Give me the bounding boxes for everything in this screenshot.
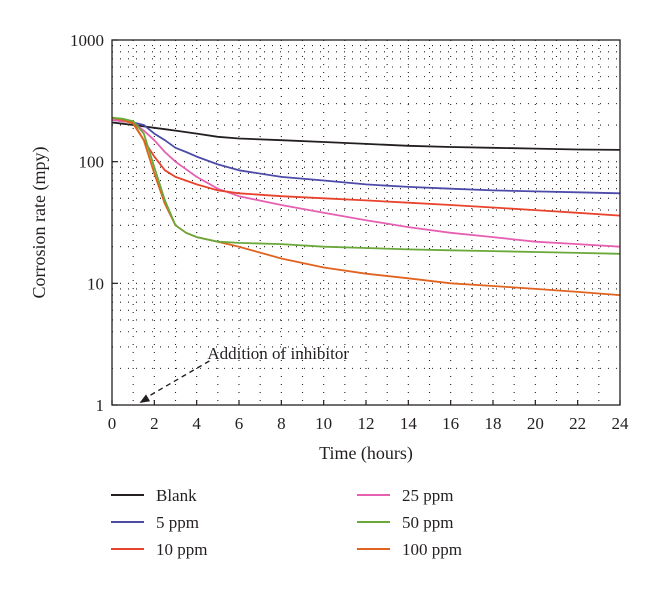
- x-tick-label: 18: [485, 414, 502, 433]
- y-tick-label: 100: [79, 153, 105, 172]
- y-tick-label: 1000: [70, 31, 104, 50]
- annotation-arrowhead: [139, 394, 151, 403]
- series-line-3: [111, 119, 621, 248]
- x-tick-label: 6: [235, 414, 244, 433]
- legend-label-2: 10 ppm: [156, 540, 207, 559]
- legend: Blank 5 ppm 10 ppm 25 ppm 50 ppm 100 ppm: [111, 486, 462, 559]
- series-line-5: [111, 116, 621, 296]
- x-tick-label: 20: [527, 414, 544, 433]
- x-tick-label: 14: [400, 414, 418, 433]
- series-line-1: [111, 119, 621, 195]
- x-tick-label: 16: [442, 414, 459, 433]
- x-tick-label: 24: [612, 414, 630, 433]
- legend-label-3: 25 ppm: [402, 486, 453, 505]
- legend-label-1: 5 ppm: [156, 513, 199, 532]
- annotation-label: Addition of inhibitor: [207, 344, 349, 363]
- legend-label-5: 100 ppm: [402, 540, 462, 559]
- series-line-4: [111, 116, 621, 255]
- annotation-arrow: [145, 360, 210, 399]
- y-axis-title: Corrosion rate (mpy): [29, 147, 50, 299]
- x-tick-label: 4: [192, 414, 201, 433]
- x-tick-label: 10: [315, 414, 332, 433]
- x-tick-label: 12: [358, 414, 375, 433]
- x-tick-label: 0: [108, 414, 117, 433]
- legend-label-0: Blank: [156, 486, 197, 505]
- x-tick-label: 22: [569, 414, 586, 433]
- x-tick-label: 2: [150, 414, 159, 433]
- series-line-0: [111, 121, 621, 151]
- annotation: Addition of inhibitor: [139, 344, 349, 403]
- y-tick-label: 1: [96, 396, 105, 415]
- x-tick-label: 8: [277, 414, 286, 433]
- plot-area-frame: [111, 39, 621, 406]
- y-tick-label: 10: [87, 274, 104, 293]
- legend-label-4: 50 ppm: [402, 513, 453, 532]
- series-layer: [111, 116, 621, 296]
- grid-layer: [112, 40, 620, 405]
- x-axis-title: Time (hours): [319, 443, 413, 464]
